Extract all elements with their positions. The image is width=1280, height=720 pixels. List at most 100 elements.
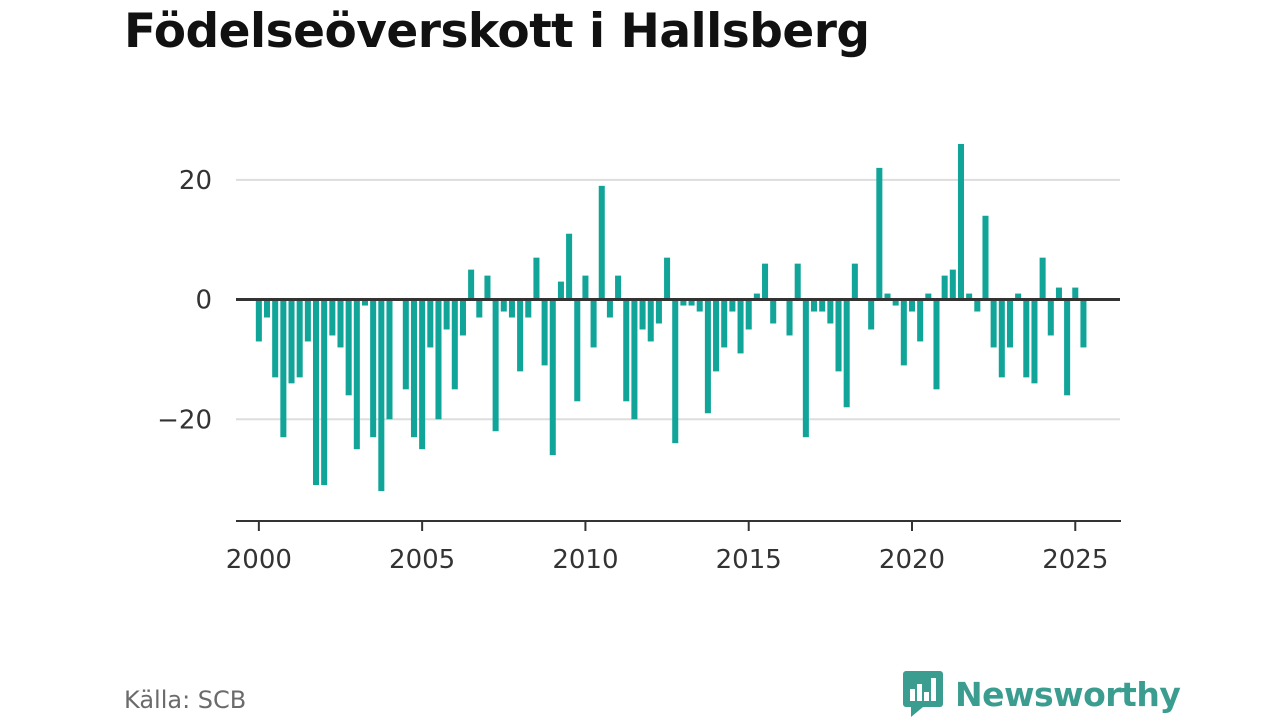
bar [590,299,597,348]
bar [353,299,360,450]
bar [737,299,744,354]
bar [378,299,385,492]
bar [1080,299,1087,348]
bar [574,299,581,402]
bar [974,299,981,312]
bar [288,299,295,384]
bar [1047,299,1054,336]
bar [557,281,564,300]
bar [468,269,475,300]
bar [321,299,328,486]
bar [753,293,760,300]
bar [459,299,466,336]
bar [639,299,646,330]
bar [606,299,613,318]
bar [566,233,573,300]
bar [762,263,769,300]
bar [549,299,556,456]
bar [998,299,1005,378]
bar [941,275,948,300]
x-tick-label: 2025 [1042,545,1108,575]
bar [672,299,679,444]
brand-logo[interactable]: Newsworthy [903,671,1181,717]
bar [884,293,891,300]
bar-chart-speech-bubble-icon [903,671,943,717]
bar [631,299,638,420]
bar [386,299,393,420]
bar [419,299,426,450]
bar [811,299,818,312]
bar [517,299,524,372]
bar [370,299,377,438]
bar [786,299,793,336]
bar [835,299,842,372]
bar [794,263,801,300]
bar [427,299,434,348]
y-tick-label: −20 [157,405,212,435]
bar [1015,293,1022,300]
bar [819,299,826,312]
x-tick-label: 2015 [716,545,782,575]
bar [917,299,924,342]
bar [337,299,344,348]
bar [525,299,532,318]
bar [582,275,589,300]
bar [402,299,409,390]
bar [949,269,956,300]
bar [1039,257,1046,300]
bar [435,299,442,420]
bar [982,215,989,300]
bar [655,299,662,324]
bar [304,299,311,342]
bar [713,299,720,372]
bar [410,299,418,438]
bar [541,299,548,366]
bar [361,299,369,306]
bar [500,299,507,312]
y-axis-labels: 20 0 −20 [157,166,212,435]
bar [615,275,622,300]
bar [696,299,703,312]
bar [329,299,336,336]
bar [484,275,491,300]
bar [1023,299,1030,378]
bar [508,299,515,318]
bar [1055,287,1062,300]
bar [908,299,916,312]
bar [868,299,875,330]
bar [876,167,883,300]
bar [770,299,777,324]
bar [443,299,450,330]
bar [1031,299,1038,384]
bar [623,299,630,402]
chart-title: Födelseöverskott i Hallsberg [124,4,870,59]
bar [255,299,262,342]
bar [957,143,965,300]
bar [892,299,899,306]
x-tick-label: 2020 [879,545,945,575]
bar [345,299,352,396]
x-tick-label: 2005 [389,545,455,575]
bar [1064,299,1071,396]
bar [492,299,499,432]
bar [966,293,973,300]
bar [312,299,320,486]
bar [729,299,736,312]
y-tick-label: 20 [179,166,212,196]
x-tick-label: 2000 [226,545,292,575]
bar [1072,287,1079,300]
bar [680,299,687,306]
x-axis-ticks: 2000 2005 2010 2015 2020 2025 [226,521,1108,575]
bar [296,299,303,378]
bar [647,299,654,342]
y-tick-label: 0 [195,286,212,316]
bar [533,257,540,300]
x-tick-label: 2010 [552,545,618,575]
bar [851,263,858,300]
bar [925,293,932,300]
bar [721,299,728,348]
bar [451,299,458,390]
bar [264,299,271,318]
bar [1006,299,1013,348]
